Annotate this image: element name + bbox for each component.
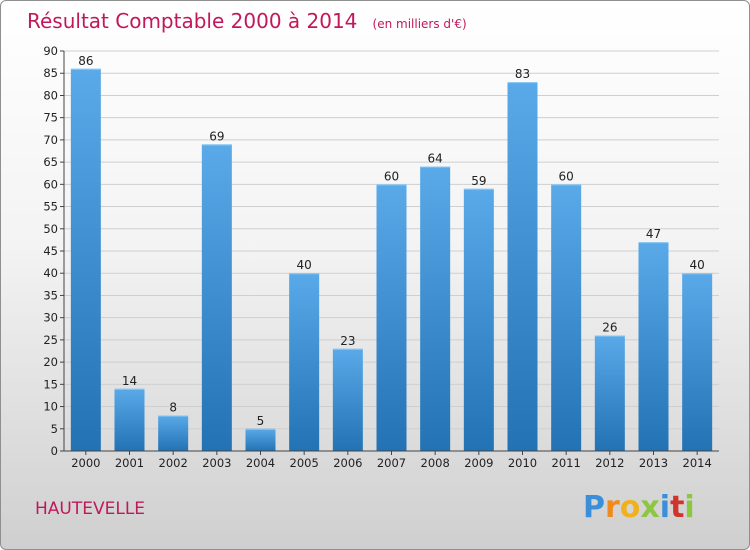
bar-2010 [507,82,538,451]
x-tick-label-2002: 2002 [159,456,188,470]
x-tick-label-2014: 2014 [683,456,712,470]
y-tick-label: 85 [43,66,58,80]
x-tick-label-2012: 2012 [595,456,624,470]
chart-title: Résultat Comptable 2000 à 2014 (en milli… [27,9,467,33]
x-tick-label-2011: 2011 [552,456,581,470]
bar-2012 [594,335,625,451]
value-label-2001: 14 [122,374,137,388]
bar-2007 [376,184,407,452]
y-tick-label: 55 [43,200,58,214]
bar-2009 [463,188,494,451]
value-label-2006: 23 [340,334,355,348]
y-tick-label: 30 [43,311,58,325]
value-label-2000: 86 [78,54,93,68]
y-axis-ticks: 0 5 10 15 20 25 30 35 40 45 50 55 60 65 70 75 80 85 90 [43,44,64,458]
x-tick-label-2001: 2001 [115,456,144,470]
y-tick-label: 80 [43,88,58,102]
value-label-2003: 69 [209,129,224,143]
x-tick-label-2008: 2008 [421,456,450,470]
y-tick-label: 20 [43,355,58,369]
y-tick-label: 40 [43,266,58,280]
bar-2004 [245,428,276,451]
chart-subtitle: (en milliers d'€) [373,17,467,31]
axes [63,51,719,452]
proxiti-logo: Proxiti [583,490,695,525]
value-label-2012: 26 [602,320,617,334]
y-tick-label: 60 [43,177,58,191]
x-tick-label-2003: 2003 [202,456,231,470]
y-tick-label: 45 [43,244,58,258]
logo-letter: i [660,490,670,525]
place-name: HAUTEVELLE [35,499,145,519]
x-tick-label-2000: 2000 [71,456,100,470]
x-tick-label-2004: 2004 [246,456,275,470]
x-tick-label-2007: 2007 [377,456,406,470]
bar-2008 [420,166,451,452]
y-tick-label: 5 [51,422,58,436]
logo-letter: x [640,490,659,525]
bar-2001 [114,388,145,451]
x-axis-ticks: 2000 2001 2002 2003 2004 2005 2006 2007 2008 2009… [71,451,712,470]
value-label-2013: 47 [646,227,661,241]
logo-letter: o [620,490,641,525]
value-label-2014: 40 [690,258,705,272]
y-tick-label: 35 [43,288,58,302]
x-tick-label-2013: 2013 [639,456,668,470]
y-tick-label: 10 [43,400,58,414]
y-tick-label: 65 [43,155,58,169]
logo-letter: r [605,490,620,525]
bars [70,68,713,452]
bar-2011 [551,184,582,452]
value-label-2007: 60 [384,169,399,183]
bar-2014 [682,273,713,451]
logo-letter: i [684,490,694,525]
chart-title-main: Résultat Comptable 2000 à 2014 [27,9,357,33]
bar-2000 [70,68,101,452]
y-tick-label: 0 [51,444,58,458]
y-tick-label: 75 [43,111,58,125]
value-label-2004: 5 [257,414,265,428]
x-tick-label-2010: 2010 [508,456,537,470]
bar-2006 [332,348,363,451]
value-label-2009: 59 [471,174,486,188]
x-tick-label-2005: 2005 [290,456,319,470]
logo-letter: t [670,490,684,525]
value-label-2002: 8 [169,400,177,414]
logo-letter: P [583,490,605,525]
bar-2003 [201,144,232,452]
value-label-2010: 83 [515,67,530,81]
y-tick-label: 25 [43,333,58,347]
x-tick-label-2009: 2009 [464,456,493,470]
bar-2013 [638,242,669,451]
x-tick-label-2006: 2006 [333,456,362,470]
value-label-2011: 60 [559,169,574,183]
bar-2002 [158,415,189,451]
y-tick-label: 70 [43,133,58,147]
value-label-2005: 40 [297,258,312,272]
value-labels: 86 14 8 69 5 40 23 60 64 59 83 60 26 47 40 [78,54,705,428]
y-tick-label: 90 [43,44,58,58]
y-tick-label: 50 [43,222,58,236]
value-label-2008: 64 [428,152,443,166]
y-tick-label: 15 [43,377,58,391]
bar-2005 [289,273,320,451]
